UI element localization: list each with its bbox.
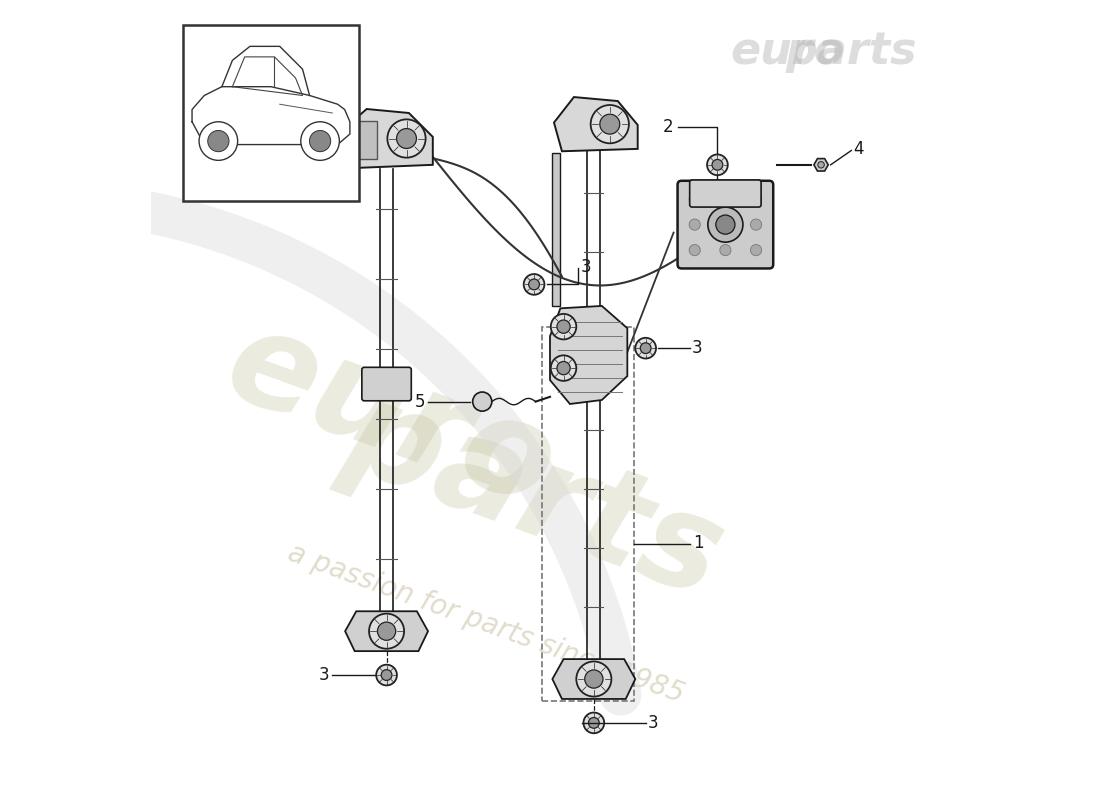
Text: 5: 5 bbox=[415, 393, 425, 410]
Text: parts: parts bbox=[785, 30, 916, 73]
Circle shape bbox=[716, 215, 735, 234]
Text: 3: 3 bbox=[581, 258, 591, 276]
FancyBboxPatch shape bbox=[678, 181, 773, 269]
Text: 2: 2 bbox=[663, 118, 673, 135]
Circle shape bbox=[817, 162, 824, 168]
FancyBboxPatch shape bbox=[362, 367, 411, 401]
Circle shape bbox=[712, 159, 723, 170]
FancyBboxPatch shape bbox=[346, 121, 377, 159]
Circle shape bbox=[529, 279, 539, 290]
Circle shape bbox=[208, 130, 229, 152]
Circle shape bbox=[719, 194, 732, 205]
Text: 1: 1 bbox=[693, 534, 704, 553]
Polygon shape bbox=[345, 611, 428, 651]
Text: euro: euro bbox=[730, 30, 845, 73]
Circle shape bbox=[199, 122, 238, 160]
Circle shape bbox=[300, 122, 340, 160]
Circle shape bbox=[640, 342, 651, 354]
Circle shape bbox=[551, 314, 576, 339]
Circle shape bbox=[636, 338, 656, 358]
Circle shape bbox=[689, 194, 701, 205]
Circle shape bbox=[376, 665, 397, 686]
Circle shape bbox=[591, 105, 629, 143]
FancyBboxPatch shape bbox=[184, 26, 359, 201]
Circle shape bbox=[707, 154, 728, 175]
Circle shape bbox=[309, 130, 331, 152]
Circle shape bbox=[719, 219, 732, 230]
Polygon shape bbox=[334, 109, 432, 169]
Polygon shape bbox=[814, 158, 828, 171]
Circle shape bbox=[382, 670, 392, 681]
Text: euro: euro bbox=[209, 298, 572, 534]
Circle shape bbox=[368, 614, 404, 649]
Polygon shape bbox=[552, 153, 560, 306]
Circle shape bbox=[387, 119, 426, 158]
Circle shape bbox=[719, 245, 732, 256]
Circle shape bbox=[588, 718, 600, 728]
Circle shape bbox=[750, 245, 761, 256]
Polygon shape bbox=[554, 97, 638, 151]
Text: 3: 3 bbox=[692, 339, 703, 357]
Circle shape bbox=[585, 670, 603, 688]
Polygon shape bbox=[550, 306, 627, 404]
Text: parts: parts bbox=[329, 370, 739, 622]
Polygon shape bbox=[552, 659, 636, 699]
Circle shape bbox=[750, 194, 761, 205]
Circle shape bbox=[708, 207, 742, 242]
Text: 3: 3 bbox=[648, 714, 659, 732]
Circle shape bbox=[473, 392, 492, 411]
Circle shape bbox=[600, 114, 619, 134]
Circle shape bbox=[689, 219, 701, 230]
Circle shape bbox=[557, 362, 570, 374]
FancyBboxPatch shape bbox=[690, 180, 761, 207]
Circle shape bbox=[583, 713, 604, 734]
Circle shape bbox=[524, 274, 544, 294]
Circle shape bbox=[551, 355, 576, 381]
Text: 3: 3 bbox=[319, 666, 329, 684]
Circle shape bbox=[397, 129, 417, 149]
Circle shape bbox=[750, 219, 761, 230]
Text: 4: 4 bbox=[852, 140, 864, 158]
Text: a passion for parts since 1985: a passion for parts since 1985 bbox=[284, 538, 689, 708]
Circle shape bbox=[576, 662, 612, 697]
Circle shape bbox=[689, 245, 701, 256]
Circle shape bbox=[557, 320, 570, 334]
Circle shape bbox=[377, 622, 396, 640]
